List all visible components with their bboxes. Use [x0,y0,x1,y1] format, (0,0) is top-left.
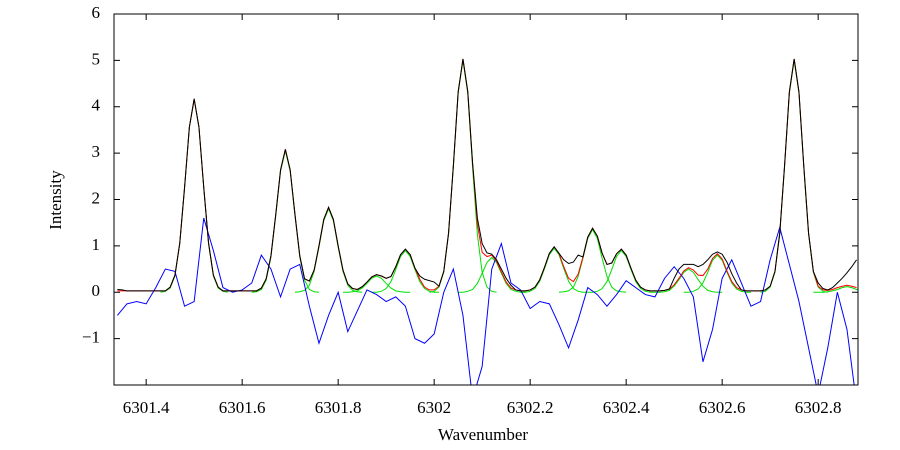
y-tick-label: 0 [92,281,101,300]
x-tick-label: 6301.8 [315,398,362,417]
series-line [117,58,857,292]
x-tick-label: 6302.4 [603,398,650,417]
series-line [117,58,857,292]
x-tick-label: 6301.4 [123,398,170,417]
series-line [683,254,751,293]
series-line [251,150,320,293]
y-tick-label: 3 [92,142,101,161]
series-line [520,247,588,293]
series-line [342,275,411,293]
x-tick-label: 6302.8 [795,398,842,417]
y-tick-label: −1 [82,328,100,347]
series-line [558,228,627,293]
y-tick-label: 4 [92,96,101,115]
series-line [587,249,655,293]
series-line [116,217,855,385]
x-tick-label: 6302 [417,398,451,417]
series-line [654,268,723,293]
x-axis-label: Wavenumber [438,425,529,444]
x-tick-label: 6301.6 [219,398,266,417]
series-line [294,207,363,293]
y-tick-label: 2 [92,188,101,207]
y-tick-label: 1 [92,235,101,254]
plot-area [116,58,858,385]
series-line [160,99,228,293]
series-line [429,60,497,293]
y-axis-label: Intensity [46,170,65,230]
x-tick-label: 6302.6 [699,398,746,417]
series-line [458,256,526,293]
x-tick-label: 6302.2 [507,398,554,417]
series-line [371,249,439,293]
y-tick-label: 6 [92,3,101,22]
y-tick-label: 5 [92,49,101,68]
